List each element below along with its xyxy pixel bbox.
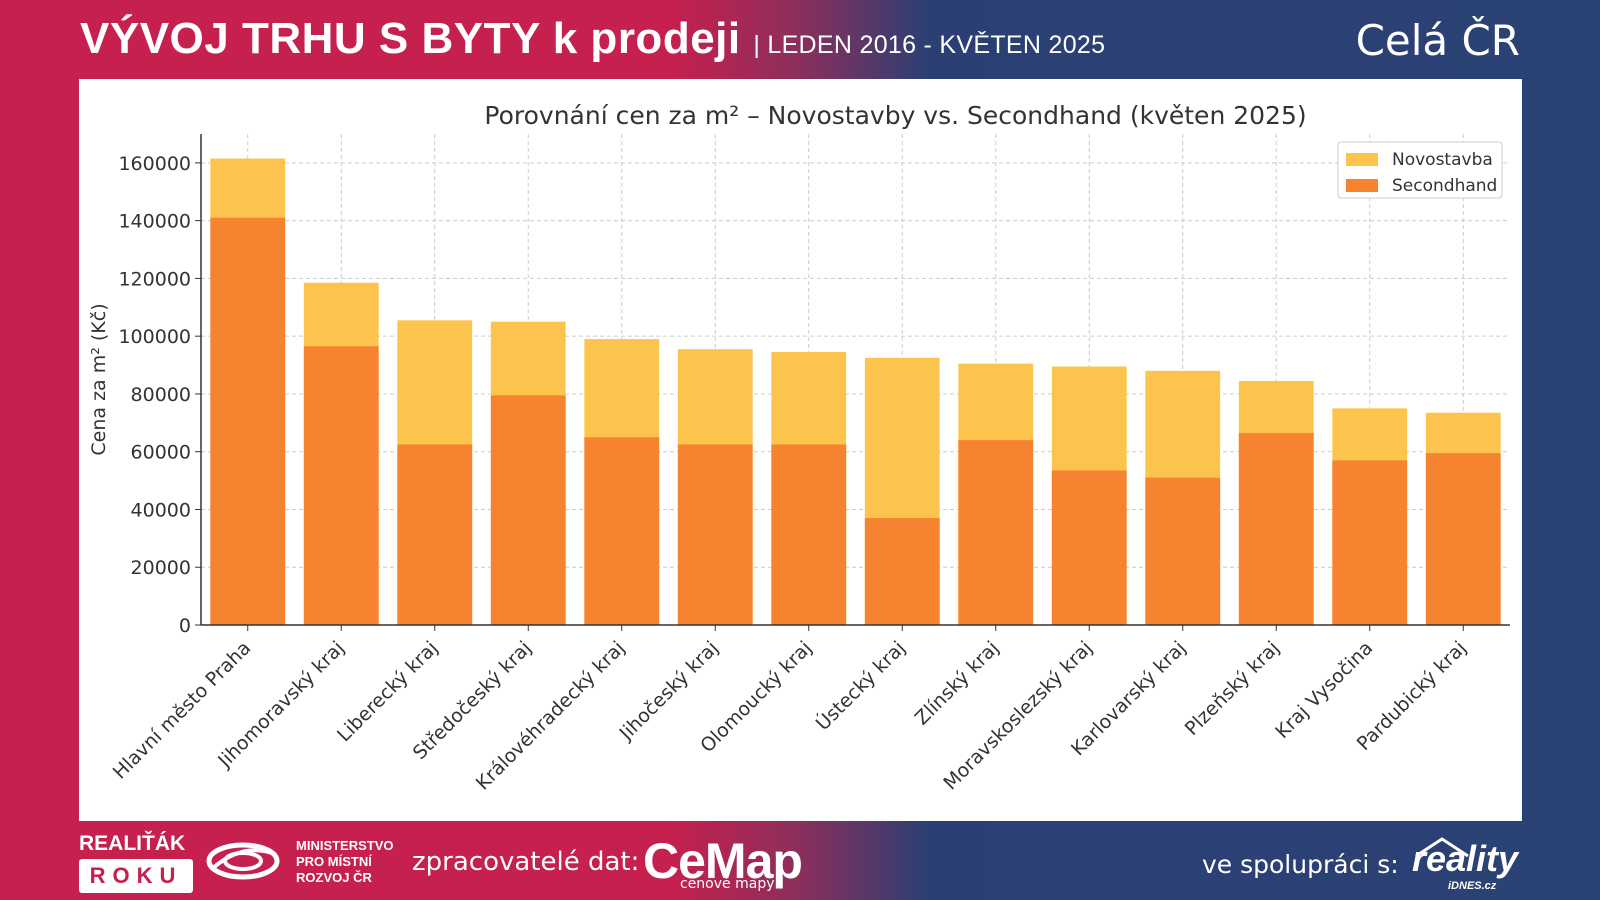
cemap-logo-subtitle: cenové mapy bbox=[680, 876, 775, 892]
legend-swatch-secondhand bbox=[1346, 179, 1378, 192]
x-tick-label: Kraj Vysočina bbox=[1271, 637, 1377, 743]
bar-secondhand bbox=[210, 217, 286, 625]
house-roof-icon bbox=[1415, 837, 1469, 858]
bar-secondhand bbox=[958, 440, 1034, 625]
bar-secondhand bbox=[1238, 432, 1314, 625]
reality-idnes-subtitle: iDNES.cz bbox=[1448, 880, 1497, 892]
y-tick-label: 60000 bbox=[131, 442, 191, 464]
bar-secondhand bbox=[771, 444, 847, 625]
ministry-line-3: ROZVOJ ČR bbox=[296, 870, 372, 885]
bar-secondhand bbox=[864, 518, 940, 625]
legend-swatch-novostavba bbox=[1346, 153, 1378, 166]
chart-panel: Porovnání cen za m² – Novostavby vs. Sec… bbox=[79, 79, 1522, 821]
bar-secondhand bbox=[1051, 470, 1127, 625]
bar-secondhand bbox=[1425, 453, 1501, 625]
cooperation-label: ve spolupráci s: bbox=[1202, 850, 1399, 879]
data-processors-label: zpracovatelé dat: bbox=[412, 847, 640, 877]
page-title-main: VÝVOJ TRHU S BYTY k prodeji bbox=[80, 14, 741, 63]
ministry-logo-icon bbox=[206, 842, 280, 880]
realitak-badge-roku: ROKU bbox=[79, 859, 193, 893]
reality-idnes-logo: reality bbox=[1412, 838, 1519, 879]
y-tick-label: 160000 bbox=[118, 153, 191, 175]
y-tick-label: 120000 bbox=[118, 268, 191, 290]
bar-secondhand bbox=[303, 346, 379, 625]
cemap-logo: CeMap bbox=[643, 833, 803, 889]
y-tick-label: 40000 bbox=[131, 499, 191, 521]
ministry-line-1: MINISTERSTVO bbox=[296, 838, 394, 853]
page-title-period: | LEDEN 2016 - KVĚTEN 2025 bbox=[753, 31, 1106, 59]
bar-secondhand bbox=[490, 395, 566, 625]
legend-box bbox=[1337, 141, 1503, 199]
bar-secondhand bbox=[1145, 477, 1221, 625]
bar-secondhand bbox=[584, 437, 660, 625]
legend-label-novostavba: Novostavba bbox=[1392, 150, 1493, 170]
x-tick-label: Liberecký kraj bbox=[333, 637, 442, 746]
bar-secondhand bbox=[397, 444, 473, 625]
page-title: VÝVOJ TRHU S BYTY k prodeji | LEDEN 2016… bbox=[80, 14, 1105, 64]
ministry-name: MINISTERSTVO PRO MÍSTNÍ ROZVOJ ČR bbox=[296, 838, 394, 886]
bar-secondhand bbox=[1332, 460, 1408, 625]
y-tick-label: 140000 bbox=[118, 211, 191, 233]
chart-title: Porovnání cen za m² – Novostavby vs. Sec… bbox=[484, 101, 1306, 130]
y-tick-label: 100000 bbox=[118, 326, 191, 348]
x-tick-label: Ústecký kraj bbox=[810, 636, 910, 736]
y-axis-label: Cena za m² (Kč) bbox=[88, 303, 110, 455]
y-tick-label: 20000 bbox=[131, 557, 191, 579]
ministry-line-2: PRO MÍSTNÍ bbox=[296, 854, 372, 869]
y-tick-label: 0 bbox=[179, 615, 191, 637]
x-tick-label: Zlínský kraj bbox=[911, 637, 1004, 730]
region-label: Celá ČR bbox=[1355, 16, 1520, 65]
legend-label-secondhand: Secondhand bbox=[1392, 176, 1497, 196]
stacked-bar-chart: Porovnání cen za m² – Novostavby vs. Sec… bbox=[88, 101, 1510, 795]
x-tick-label: Plzeňský kraj bbox=[1181, 637, 1284, 740]
bar-secondhand bbox=[677, 444, 753, 625]
y-tick-label: 80000 bbox=[131, 384, 191, 406]
realitak-badge-title: REALIŤÁK bbox=[79, 832, 186, 855]
x-tick-label: Jihočeský kraj bbox=[615, 637, 723, 745]
